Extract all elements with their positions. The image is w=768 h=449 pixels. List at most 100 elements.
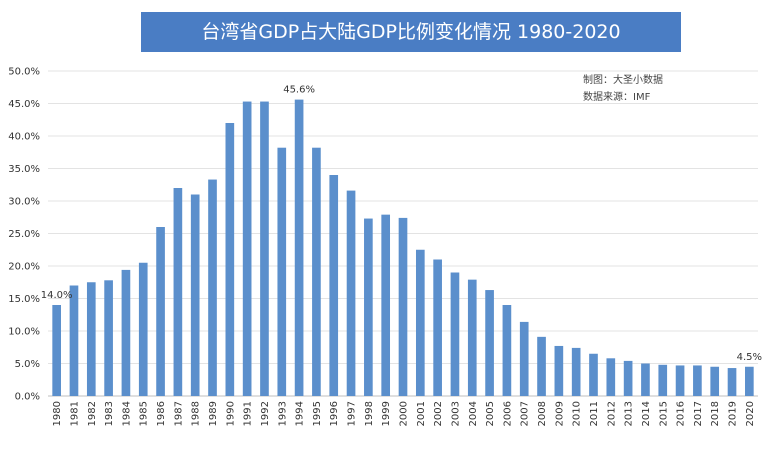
- bar-2017: [693, 365, 702, 396]
- x-tick-label: 1994: [295, 401, 306, 426]
- x-tick-label: 1995: [312, 401, 323, 426]
- x-tick-label: 1980: [52, 401, 63, 426]
- bar-1994: [294, 99, 304, 396]
- data-labels: 14.0% 45.6% 4.5%: [41, 85, 762, 363]
- bar-2002: [433, 259, 442, 396]
- x-tick-label: 2006: [502, 401, 513, 426]
- x-tick-label: 2002: [433, 401, 444, 426]
- bar-1997: [346, 190, 356, 396]
- bar-2014: [641, 363, 650, 396]
- x-tick-label: 1983: [104, 401, 115, 426]
- x-tick-label: 1998: [364, 401, 375, 426]
- bar-2005: [485, 290, 494, 396]
- x-tick-label: 2019: [728, 401, 739, 426]
- source-note: 数据来源：IMF: [583, 90, 651, 103]
- bar-1998: [364, 218, 373, 396]
- x-tick-label: 1993: [277, 401, 288, 426]
- x-tick-label: 1996: [329, 401, 340, 426]
- x-tick-label: 1986: [156, 401, 167, 426]
- bar-2003: [450, 272, 460, 396]
- y-axis: 0.0% 5.0% 10.0% 15.0% 20.0% 25.0% 30.0% 35.0% 40…: [8, 67, 40, 403]
- y-tick-label: 25.0%: [8, 229, 40, 240]
- bars: [52, 99, 754, 397]
- bar-1980: [52, 305, 61, 396]
- x-tick-label: 2010: [572, 401, 583, 426]
- x-tick-label: 2016: [676, 401, 687, 426]
- y-tick-label: 40.0%: [8, 132, 40, 143]
- y-tick-label: 20.0%: [8, 262, 40, 273]
- x-tick-label: 2004: [468, 401, 479, 426]
- x-tick-label: 1982: [87, 401, 98, 426]
- chart-title: 台湾省GDP占大陆GDP比例变化情况 1980-2020: [141, 12, 681, 52]
- bar-1989: [208, 179, 217, 396]
- x-tick-label: 2008: [537, 401, 548, 426]
- x-tick-label: 2005: [485, 401, 496, 426]
- bar-2008: [537, 336, 546, 396]
- y-tick-label: 0.0%: [15, 392, 40, 403]
- x-tick-label: 1987: [173, 401, 184, 426]
- x-tick-label: 1991: [243, 401, 254, 426]
- bar-1985: [138, 262, 148, 396]
- x-tick-label: 1989: [208, 401, 219, 426]
- bar-1996: [329, 175, 339, 396]
- bar-2001: [415, 249, 425, 396]
- data-label-1994: 45.6%: [283, 85, 315, 96]
- y-tick-label: 45.0%: [8, 99, 40, 110]
- x-tick-label: 2012: [606, 401, 617, 426]
- bar-2013: [623, 360, 633, 396]
- bar-2016: [675, 365, 685, 396]
- bar-2019: [727, 368, 737, 396]
- data-label-2020: 4.5%: [737, 352, 762, 363]
- x-tick-label: 2015: [658, 401, 669, 426]
- bar-2015: [658, 364, 668, 396]
- y-tick-label: 50.0%: [8, 67, 40, 78]
- bar-1984: [121, 269, 131, 396]
- bar-2011: [589, 353, 598, 396]
- bar-1987: [173, 188, 183, 396]
- x-axis: 1980 1981 1982 1983 1984 1985 1986 1987 1988 1989…: [52, 401, 756, 426]
- x-tick-label: 2007: [520, 401, 531, 426]
- bar-1981: [69, 285, 79, 396]
- bar-1991: [242, 101, 252, 397]
- bar-2018: [710, 366, 720, 396]
- x-tick-label: 2020: [745, 401, 756, 426]
- x-tick-label: 2014: [641, 401, 652, 426]
- bar-2009: [554, 345, 564, 396]
- x-tick-label: 1981: [69, 401, 80, 426]
- bar-2020: [745, 366, 754, 396]
- x-tick-label: 2000: [399, 401, 410, 426]
- x-tick-label: 2011: [589, 401, 600, 426]
- x-tick-label: 1985: [139, 401, 150, 426]
- bar-2000: [398, 217, 408, 396]
- y-tick-label: 30.0%: [8, 197, 40, 208]
- credit-note: 制图：大圣小数据: [583, 73, 663, 86]
- bar-1993: [277, 147, 287, 396]
- bar-1988: [190, 194, 200, 396]
- x-tick-label: 2018: [710, 401, 721, 426]
- x-tick-label: 2003: [450, 401, 461, 426]
- bar-1995: [312, 147, 321, 396]
- bar-1990: [225, 123, 235, 396]
- x-tick-label: 1988: [191, 401, 202, 426]
- y-tick-label: 35.0%: [8, 164, 40, 175]
- y-tick-label: 5.0%: [15, 359, 40, 370]
- x-tick-label: 1984: [121, 401, 132, 426]
- x-tick-label: 2001: [416, 401, 427, 426]
- y-tick-label: 10.0%: [8, 327, 40, 338]
- bar-1992: [260, 101, 269, 397]
- x-tick-label: 1999: [381, 401, 392, 426]
- bar-1999: [381, 214, 391, 396]
- x-tick-label: 1990: [225, 401, 236, 426]
- bar-2006: [502, 305, 512, 396]
- data-label-1980: 14.0%: [41, 290, 73, 301]
- bar-2010: [571, 347, 581, 396]
- y-tick-label: 15.0%: [8, 294, 40, 305]
- x-tick-label: 1997: [347, 401, 358, 426]
- x-tick-label: 2009: [554, 401, 565, 426]
- bar-1986: [156, 227, 165, 396]
- bar-2004: [467, 279, 477, 396]
- x-tick-label: 2013: [624, 401, 635, 426]
- bar-1982: [86, 282, 96, 396]
- x-tick-label: 1992: [260, 401, 271, 426]
